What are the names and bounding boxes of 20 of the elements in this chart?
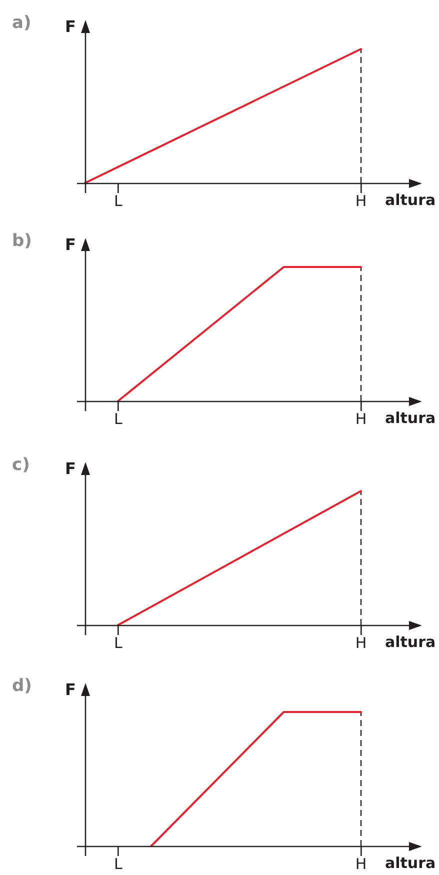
chart-title: b)	[12, 231, 32, 251]
chart-title: a)	[12, 13, 32, 33]
x-tick-label: H	[355, 410, 367, 428]
x-axis-title: altura	[385, 854, 436, 872]
x-axis-title: altura	[385, 191, 436, 209]
x-tick-label: H	[355, 854, 367, 873]
y-axis-title: F	[65, 459, 76, 478]
x-axis-title: altura	[385, 633, 436, 651]
y-axis-title: F	[65, 680, 76, 699]
chart-title: c)	[12, 455, 30, 475]
x-axis-title: altura	[385, 409, 436, 427]
y-axis-title: F	[65, 17, 76, 36]
x-tick-label: L	[114, 410, 123, 428]
x-tick-label: L	[114, 634, 123, 652]
x-tick-label: H	[355, 192, 367, 210]
chart-title: d)	[12, 676, 32, 696]
x-tick-label: L	[114, 192, 123, 210]
x-tick-label: L	[114, 854, 123, 873]
y-axis-title: F	[65, 235, 76, 254]
x-tick-label: H	[355, 634, 367, 652]
